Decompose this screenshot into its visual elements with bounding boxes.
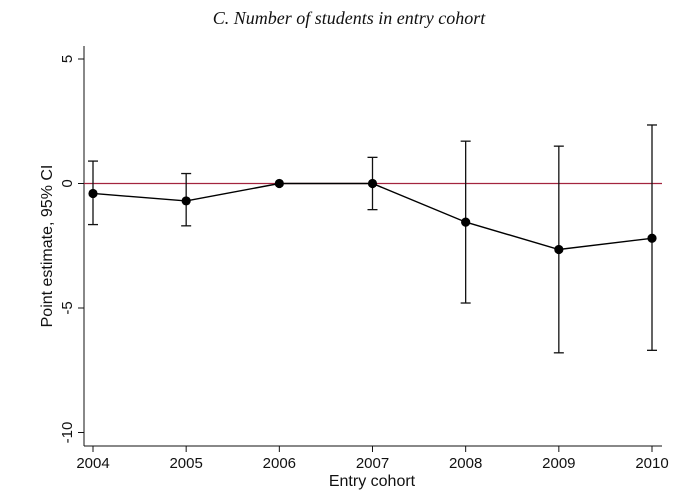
axes-layer xyxy=(83,46,662,447)
data-point xyxy=(88,188,98,199)
x-tick-label: 2009 xyxy=(542,455,575,472)
data-point xyxy=(274,178,284,189)
data-point xyxy=(367,178,378,189)
confidence-interval-layer xyxy=(88,124,657,354)
y-tick-label: 5 xyxy=(59,55,76,63)
chart-title: C. Number of students in entry cohort xyxy=(212,8,486,28)
x-tick-label: 2006 xyxy=(263,455,296,472)
x-tick-label: 2007 xyxy=(356,455,389,472)
x-tick-label: 2004 xyxy=(76,455,109,472)
data-point xyxy=(647,233,657,243)
x-tick-label: 2008 xyxy=(449,455,482,472)
x-tick-label: 2010 xyxy=(635,455,668,472)
y-tick-label: 0 xyxy=(59,179,76,187)
data-point xyxy=(181,196,191,206)
data-point xyxy=(461,217,471,227)
points-layer xyxy=(88,178,657,255)
data-point xyxy=(554,244,564,255)
x-tick-label: 2005 xyxy=(169,455,202,472)
y-tick-label: -5 xyxy=(59,301,76,314)
y-axis-title: Point estimate, 95% CI xyxy=(39,165,56,328)
y-tick-label: -10 xyxy=(59,422,76,444)
x-axis-title: Entry cohort xyxy=(329,473,416,490)
